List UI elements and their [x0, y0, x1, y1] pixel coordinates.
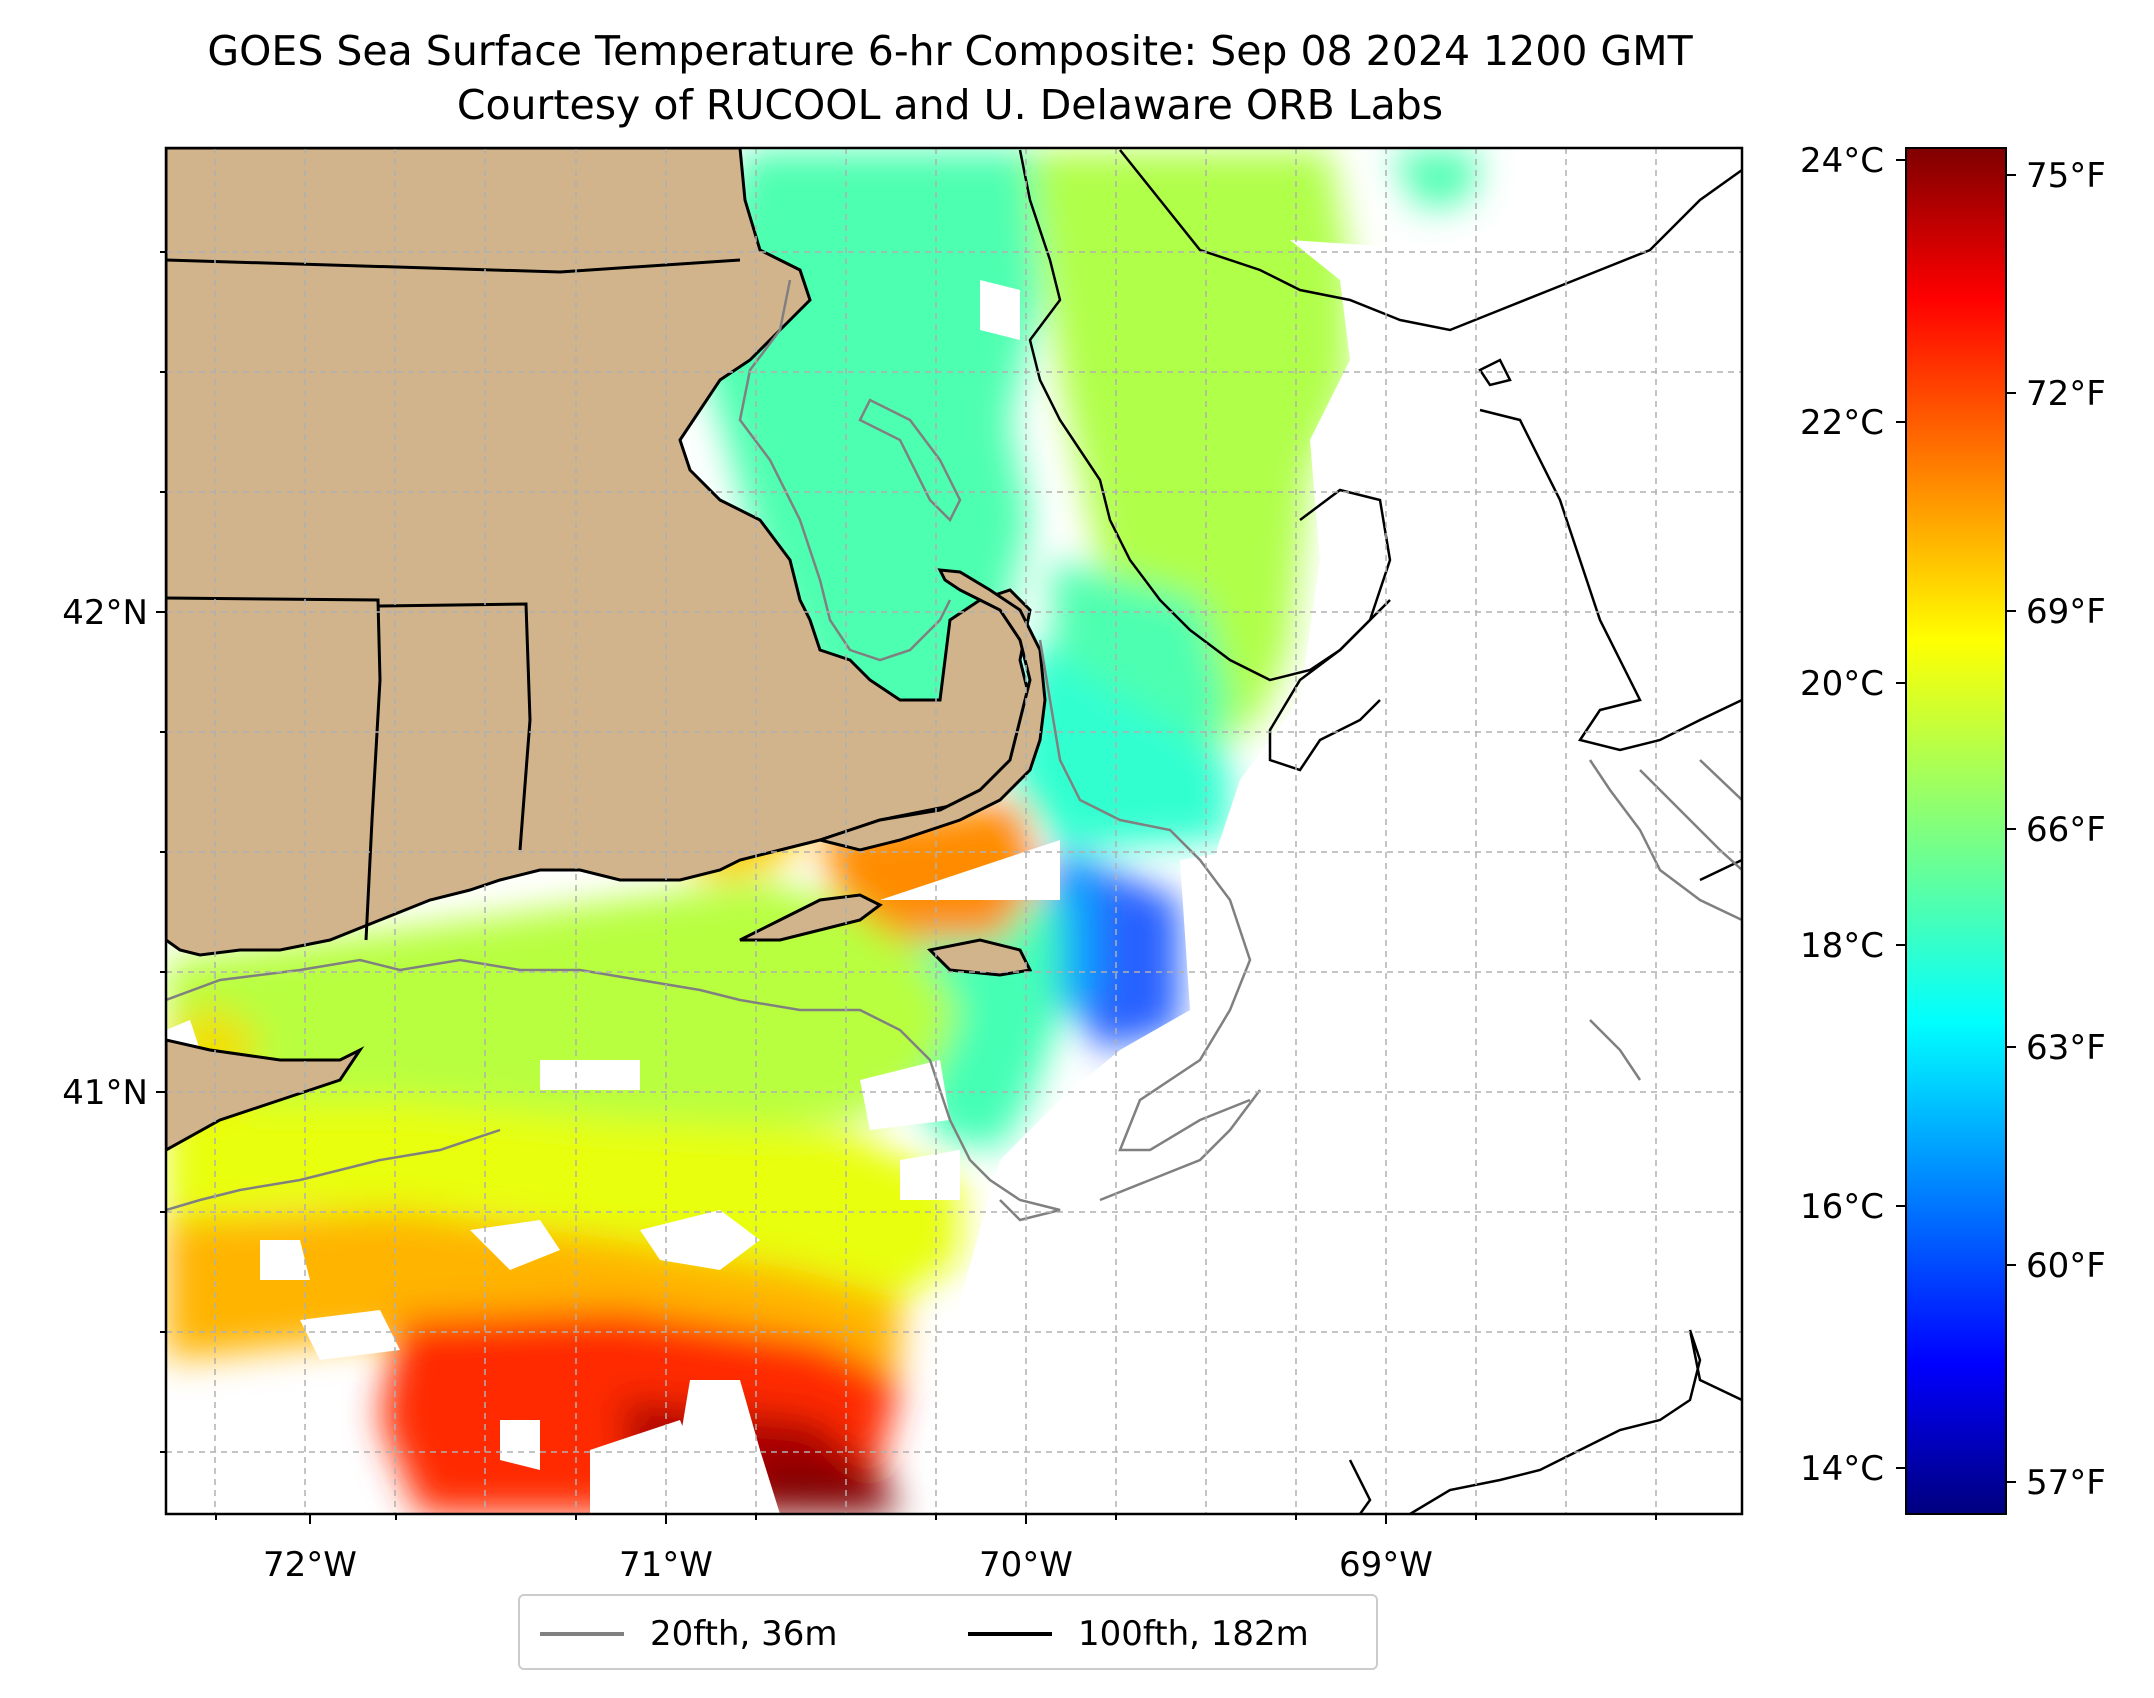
colorbar-celsius-24: 24°C [1800, 141, 1884, 181]
colorbar-fahrenheit-66: 66°F [2026, 810, 2106, 850]
colorbar-celsius-18: 18°C [1800, 926, 1884, 966]
legend-swatch-black [968, 1632, 1052, 1636]
legend-item-20fth: 20fth, 36m [540, 1612, 838, 1656]
map-subtitle: Courtesy of RUCOOL and U. Delaware ORB L… [456, 81, 1444, 129]
legend: 20fth, 36m 100fth, 182m [518, 1594, 1378, 1670]
colorbar-celsius-16: 16°C [1800, 1187, 1884, 1227]
map-title: GOES Sea Surface Temperature 6-hr Compos… [207, 27, 1693, 75]
lat-tick-label-42n: 42°N [62, 593, 148, 633]
colorbar-celsius-22: 22°C [1800, 403, 1884, 443]
marthas-vineyard [739, 893, 883, 942]
colorbar-celsius-14: 14°C [1800, 1449, 1884, 1489]
lon-tick-label-71w: 71°W [619, 1545, 713, 1585]
colorbar-celsius-20: 20°C [1800, 664, 1884, 704]
colorbar-fahrenheit-75: 75°F [2026, 156, 2106, 196]
colorbar [1905, 147, 2007, 1515]
lat-tick-label-41n: 41°N [62, 1073, 148, 1113]
colorbar-fahrenheit-63: 63°F [2026, 1028, 2106, 1068]
legend-label-20fth: 20fth, 36m [650, 1614, 838, 1654]
map-frame [164, 146, 1744, 1516]
colorbar-fahrenheit-72: 72°F [2026, 374, 2106, 414]
lon-tick-label-69w: 69°W [1339, 1545, 1433, 1585]
lon-tick-label-70w: 70°W [979, 1545, 1073, 1585]
colorbar-ticks [1896, 159, 2016, 1483]
nantucket [926, 938, 1033, 977]
land-mass [166, 148, 1042, 1152]
colorbar-fahrenheit-60: 60°F [2026, 1246, 2106, 1286]
coastline-east [1018, 149, 1742, 1514]
axis-ticks [156, 251, 1657, 1524]
cape-cod [814, 568, 1047, 852]
legend-item-100fth: 100fth, 182m [968, 1612, 1309, 1656]
lon-tick-label-72w: 72°W [263, 1545, 357, 1585]
colorbar-fahrenheit-57: 57°F [2026, 1463, 2106, 1503]
legend-swatch-gray [540, 1632, 624, 1636]
legend-label-100fth: 100fth, 182m [1078, 1614, 1309, 1654]
colorbar-fahrenheit-69: 69°F [2026, 592, 2106, 632]
state-borders [166, 258, 741, 941]
cloud-mask [166, 150, 1742, 1514]
map-grid [166, 148, 1742, 1514]
contour-20fth [166, 279, 1742, 1222]
